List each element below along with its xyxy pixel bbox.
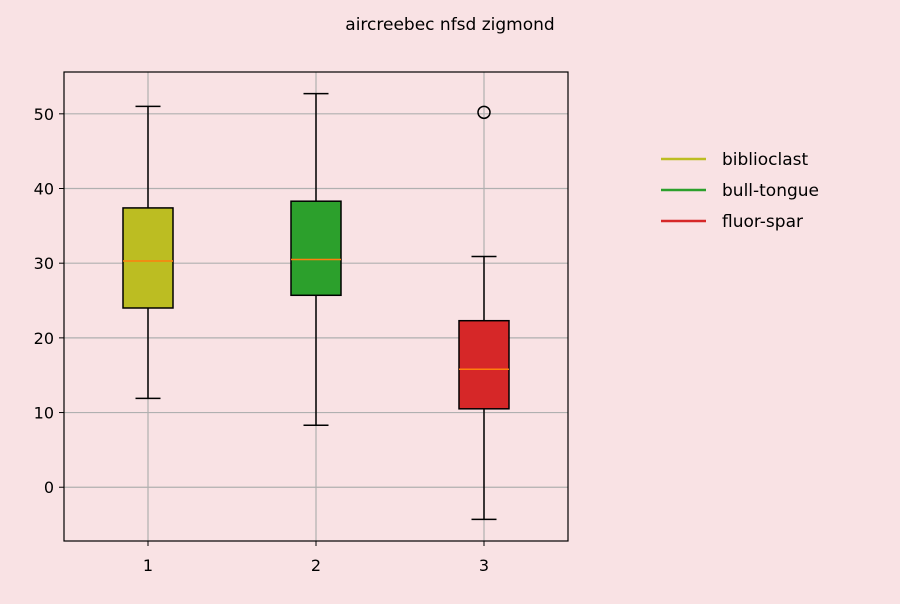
outlier-point [477,105,491,120]
x-tick-label: 1 [143,556,153,575]
y-tick-label: 20 [34,329,54,348]
box-fluor-spar [458,105,510,521]
legend-label: bull-tongue [722,181,819,201]
chart-title: aircreebec nfsd zigmond [345,15,554,35]
x-tick-label: 2 [311,556,321,575]
box-bull-tongue [290,92,342,426]
box-body [290,200,342,297]
box-body [458,319,510,410]
y-tick-label: 40 [34,180,54,199]
box-body [122,207,174,309]
boxes [122,92,510,521]
y-tick-label: 10 [34,404,54,423]
x-tick-label: 3 [479,556,489,575]
axes: 0 10 20 30 40 50 1 2 3 [34,71,569,575]
legend-item: fluor-spar [661,212,803,232]
legend: biblioclast bull-tongue fluor-spar [661,150,819,232]
legend-label: biblioclast [722,150,808,170]
y-tick-label: 50 [34,105,54,124]
legend-label: fluor-spar [722,212,803,232]
legend-item: bull-tongue [661,181,819,201]
y-tick-label: 30 [34,254,54,273]
plot-frame [63,71,569,542]
legend-item: biblioclast [661,150,808,170]
y-tick-label: 0 [44,478,54,497]
box-biblioclast [122,105,174,400]
